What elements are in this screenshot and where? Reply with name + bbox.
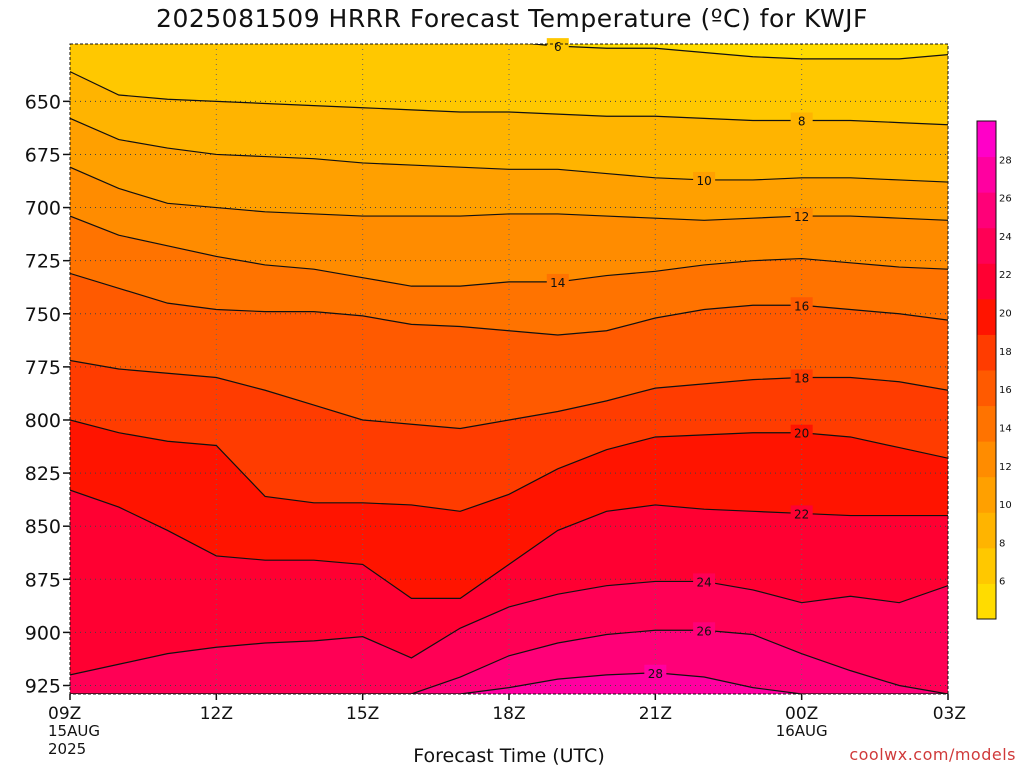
isotherm-label-14: 14 (550, 276, 565, 290)
x-tick-label-12Z: 12Z (200, 704, 233, 724)
isotherm-label-layer: 6 8 10 12 14 16 18 20 22 24 26 28 (546, 38, 813, 681)
isotherm-label-bg-24 (693, 573, 716, 589)
colorbar-swatch-13 (977, 121, 996, 158)
grid-layer (70, 44, 948, 694)
colorbar-swatch-7 (977, 334, 996, 371)
colorbar-frame (976, 120, 997, 620)
y-tick-label-900: 900 (25, 622, 61, 644)
fill-band-above-26 (70, 630, 948, 694)
colorbar-swatch-0 (977, 583, 996, 620)
isotherm-label-bg-18 (790, 369, 813, 385)
isotherm-label-bg-16 (790, 297, 813, 313)
isotherm-26 (70, 629, 948, 694)
x-tick-label-03Z: 03Z (933, 704, 966, 724)
isotherm-label-bg-6 (546, 38, 569, 54)
credit-link[interactable]: coolwx.com/models (849, 745, 1016, 764)
colorbar-swatch-9 (977, 263, 996, 300)
y-tick-label-850: 850 (25, 516, 61, 538)
isotherm-label-8: 8 (798, 114, 806, 128)
isotherm-14 (70, 215, 948, 287)
colorbar-swatch-2 (977, 512, 996, 549)
x-tick-sublabel-16AUG: 16AUG (776, 722, 828, 740)
colorbar-swatch-6 (977, 370, 996, 407)
isotherm-label-12: 12 (794, 210, 809, 224)
isotherm-label-16: 16 (794, 299, 809, 313)
isotherm-label-bg-28 (644, 664, 667, 680)
y-tick-label-750: 750 (25, 304, 61, 326)
isotherm-label-10: 10 (696, 174, 711, 188)
isotherm-label-bg-14 (546, 273, 569, 289)
isotherm-10 (70, 117, 948, 183)
isotherm-label-bg-12 (790, 208, 813, 224)
y-tick-label-825: 825 (25, 463, 61, 485)
fill-band-above-28 (70, 672, 948, 694)
y-tick-label-675: 675 (25, 144, 61, 166)
colorbar-label-26: 26 (999, 194, 1012, 205)
colorbar-swatch-5 (977, 405, 996, 442)
y-tick-label-925: 925 (25, 676, 61, 698)
colorbar: 6 8 10 12 14 16 18 20 22 24 26 28 (976, 120, 1012, 620)
colorbar-label-18: 18 (999, 347, 1012, 358)
isotherm-label-bg-8 (790, 112, 813, 128)
isotherm-label-24: 24 (696, 575, 711, 589)
y-tick-label-800: 800 (25, 410, 61, 432)
colorbar-label-28: 28 (999, 155, 1012, 166)
colorbar-swatch-11 (977, 192, 996, 229)
x-tick-sublabel-2025: 2025 (48, 740, 86, 758)
isotherm-label-22: 22 (794, 507, 809, 521)
isotherm-28 (70, 672, 948, 694)
isotherm-label-28: 28 (648, 667, 663, 681)
isotherm-label-26: 26 (696, 624, 711, 638)
isotherm-layer (70, 44, 948, 694)
isotherm-label-bg-10 (693, 171, 716, 187)
y-tick-label-700: 700 (25, 198, 61, 220)
colorbar-swatch-10 (977, 227, 996, 264)
isotherm-6 (526, 44, 948, 60)
y-tick-label-650: 650 (25, 91, 61, 113)
isotherm-label-6: 6 (554, 40, 562, 54)
y-tick-label-775: 775 (25, 357, 61, 379)
colorbar-swatch-12 (977, 156, 996, 193)
isotherm-label-20: 20 (794, 427, 809, 441)
colorbar-label-24: 24 (999, 232, 1012, 243)
x-tick-label-09Z: 09Z (48, 704, 81, 724)
isotherm-label-bg-20 (790, 424, 813, 440)
colorbar-label-14: 14 (999, 423, 1012, 434)
axis-layer: 65067570072575077580082585087590092509Z1… (25, 43, 966, 758)
colorbar-swatch-8 (977, 298, 996, 335)
y-tick-label-875: 875 (25, 569, 61, 591)
colorbar-swatch-4 (977, 441, 996, 478)
isotherm-label-bg-22 (790, 505, 813, 521)
x-tick-label-00Z: 00Z (785, 704, 818, 724)
colorbar-label-10: 10 (999, 500, 1012, 511)
x-tick-label-15Z: 15Z (346, 704, 379, 724)
x-axis-title: Forecast Time (UTC) (413, 745, 605, 767)
chart-title: 2025081509 HRRR Forecast Temperature (ºC… (156, 4, 868, 33)
x-tick-label-18Z: 18Z (492, 704, 525, 724)
x-tick-sublabel-15AUG: 15AUG (48, 722, 100, 740)
colorbar-swatch-1 (977, 547, 996, 584)
x-tick-label-21Z: 21Z (639, 704, 672, 724)
colorbar-label-22: 22 (999, 270, 1012, 281)
colorbar-label-8: 8 (999, 538, 1005, 549)
colorbar-label-16: 16 (999, 385, 1012, 396)
colorbar-label-6: 6 (999, 577, 1005, 588)
isotherm-label-18: 18 (794, 371, 809, 385)
colorbar-label-20: 20 (999, 309, 1012, 320)
y-tick-label-725: 725 (25, 251, 61, 273)
colorbar-swatch-3 (977, 476, 996, 513)
isotherm-24 (70, 580, 948, 676)
colorbar-label-12: 12 (999, 462, 1012, 473)
isotherm-label-bg-26 (693, 622, 716, 638)
